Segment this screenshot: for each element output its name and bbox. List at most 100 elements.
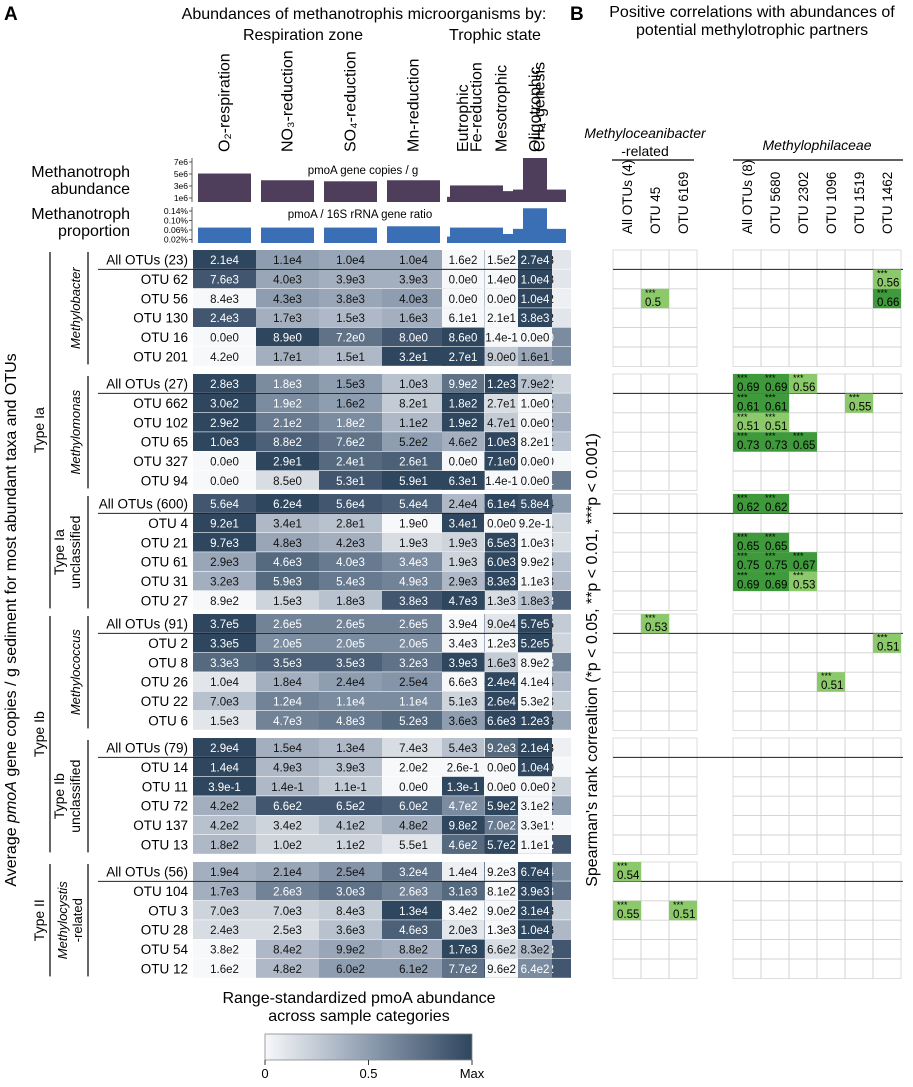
heatmap-cell bbox=[319, 288, 382, 308]
correlation-grid-cell bbox=[760, 919, 790, 940]
correlation-grid-cell bbox=[640, 881, 670, 902]
heatmap-cell bbox=[319, 672, 382, 691]
correlation-grid-cell bbox=[760, 269, 790, 290]
correlation-grid-cell bbox=[640, 551, 670, 572]
heatmap-value: 5.4e3 bbox=[449, 743, 478, 755]
correlation-grid-cell bbox=[872, 346, 902, 367]
heatmap-value: 3.8e3 bbox=[521, 313, 550, 325]
heatmap-value: 9.9e2 bbox=[449, 379, 478, 391]
heatmap-cell bbox=[319, 652, 382, 672]
correlation-grid-cell bbox=[788, 691, 818, 712]
heatmap-value: 1.9e2 bbox=[449, 418, 478, 430]
correlation-grid-cell bbox=[844, 571, 874, 592]
heatmap-cell bbox=[382, 711, 445, 730]
heatmap-cell bbox=[518, 815, 552, 835]
correlation-grid-cell bbox=[640, 737, 670, 758]
type-label: Type Ia bbox=[31, 407, 47, 453]
heatmap-cell bbox=[319, 471, 382, 490]
heatmap-value: 2.5e4 bbox=[399, 677, 428, 689]
correlation-grid-cell bbox=[760, 288, 790, 309]
heatmap-cell bbox=[319, 552, 382, 571]
row-label: OTU 14 bbox=[141, 760, 189, 775]
heatmap-value: 5.8e4 bbox=[521, 499, 550, 511]
heatmap-cell bbox=[442, 835, 484, 854]
heatmap-cell bbox=[485, 959, 518, 978]
correlation-grid-cell bbox=[760, 815, 790, 836]
correlation-grid-cell bbox=[668, 249, 698, 270]
correlation-grid-cell bbox=[844, 881, 874, 902]
heatmap-value: 1.8e2 bbox=[449, 398, 478, 410]
row-label: OTU 21 bbox=[141, 535, 188, 550]
group1-label-line2: -related bbox=[621, 143, 668, 159]
heatmap-cell bbox=[382, 288, 445, 308]
column-header: Mesotrophic bbox=[494, 65, 511, 152]
heatmap-cell bbox=[193, 691, 256, 711]
correlation-grid-cell bbox=[732, 652, 762, 673]
taxon-label: Type Ia bbox=[51, 529, 67, 575]
heatmap-value: 2.4e1 bbox=[336, 457, 365, 469]
correlation-cell bbox=[733, 532, 761, 553]
correlation-grid-cell bbox=[816, 327, 846, 348]
correlation-grid-cell bbox=[760, 513, 790, 534]
heatmap-cell bbox=[518, 900, 552, 920]
heatmap-value: 3.9e3 bbox=[336, 762, 365, 774]
abundance-bar bbox=[198, 173, 251, 202]
heatmap-cell bbox=[382, 776, 445, 796]
correlation-grid-cell bbox=[668, 551, 698, 572]
heatmap-value: 2.5e4 bbox=[336, 867, 365, 879]
heatmap-cell bbox=[518, 432, 552, 451]
correlation-grid-cell bbox=[844, 861, 874, 882]
heatmap-cell bbox=[518, 451, 552, 471]
correlation-grid-cell bbox=[816, 900, 846, 921]
taxon-label: Type Ib bbox=[51, 773, 67, 819]
heatmap-value: 1.0e4 bbox=[521, 762, 550, 774]
heatmap-cell bbox=[193, 835, 256, 854]
group2-label: Methylophilaceae bbox=[763, 137, 872, 153]
heatmap-cell bbox=[193, 513, 256, 533]
heatmap-cell bbox=[518, 835, 552, 854]
correlation-significance: *** bbox=[765, 392, 776, 402]
correlation-grid-cell bbox=[816, 288, 846, 309]
correlation-cell bbox=[761, 552, 789, 572]
correlation-grid-cell bbox=[844, 373, 874, 394]
heatmap-cell bbox=[442, 513, 484, 533]
heatmap-value: 3.3e5 bbox=[210, 638, 239, 650]
abundance-bar bbox=[261, 180, 314, 202]
heatmap-cell bbox=[193, 269, 256, 289]
heatmap-cell bbox=[485, 269, 518, 289]
correlation-grid-cell bbox=[640, 249, 670, 270]
correlation-value: 0.75 bbox=[765, 560, 787, 572]
heatmap-value: 4.7e2 bbox=[449, 801, 478, 813]
heatmap-cell bbox=[485, 494, 518, 513]
correlation-grid-cell bbox=[788, 757, 818, 778]
heatmap-value: 5.9e3 bbox=[273, 577, 302, 589]
heatmap-cell bbox=[193, 327, 256, 347]
correlation-significance: *** bbox=[765, 493, 776, 503]
heatmap-value: 4.8e3 bbox=[336, 716, 365, 728]
partner-column-header: All OTUs (8) bbox=[740, 160, 755, 234]
correlation-grid-cell bbox=[612, 881, 642, 902]
heatmap-value: 3.4e1 bbox=[449, 518, 478, 530]
correlation-grid-cell bbox=[640, 327, 670, 348]
heatmap-value: 0.0e0 bbox=[521, 418, 550, 430]
heatmap-value: 5.5e1 bbox=[399, 840, 428, 852]
respiration-zone-header: Respiration zone bbox=[243, 27, 363, 44]
heatmap-value: 4.8e2 bbox=[399, 821, 428, 833]
correlation-value: 0.55 bbox=[617, 909, 639, 921]
heatmap-cell bbox=[518, 494, 552, 513]
heatmap-cell bbox=[319, 711, 382, 730]
heatmap-cell bbox=[193, 959, 256, 978]
heatmap-cell bbox=[256, 494, 319, 513]
heatmap-value: 0.0e0 bbox=[521, 782, 550, 794]
heatmap-cell bbox=[518, 959, 552, 978]
correlation-grid-cell bbox=[788, 532, 818, 553]
correlation-significance: *** bbox=[793, 373, 804, 383]
correlation-grid-cell bbox=[640, 373, 670, 394]
heatmap-cell bbox=[485, 432, 518, 451]
correlation-grid-cell bbox=[872, 834, 902, 855]
heatmap-cell bbox=[319, 250, 382, 269]
heatmap-cell bbox=[442, 591, 484, 610]
abundance-tick-label: 5e6 bbox=[174, 169, 188, 179]
partner-column-header: OTU 45 bbox=[648, 187, 663, 234]
heatmap-value: 8.2e1 bbox=[399, 398, 428, 410]
